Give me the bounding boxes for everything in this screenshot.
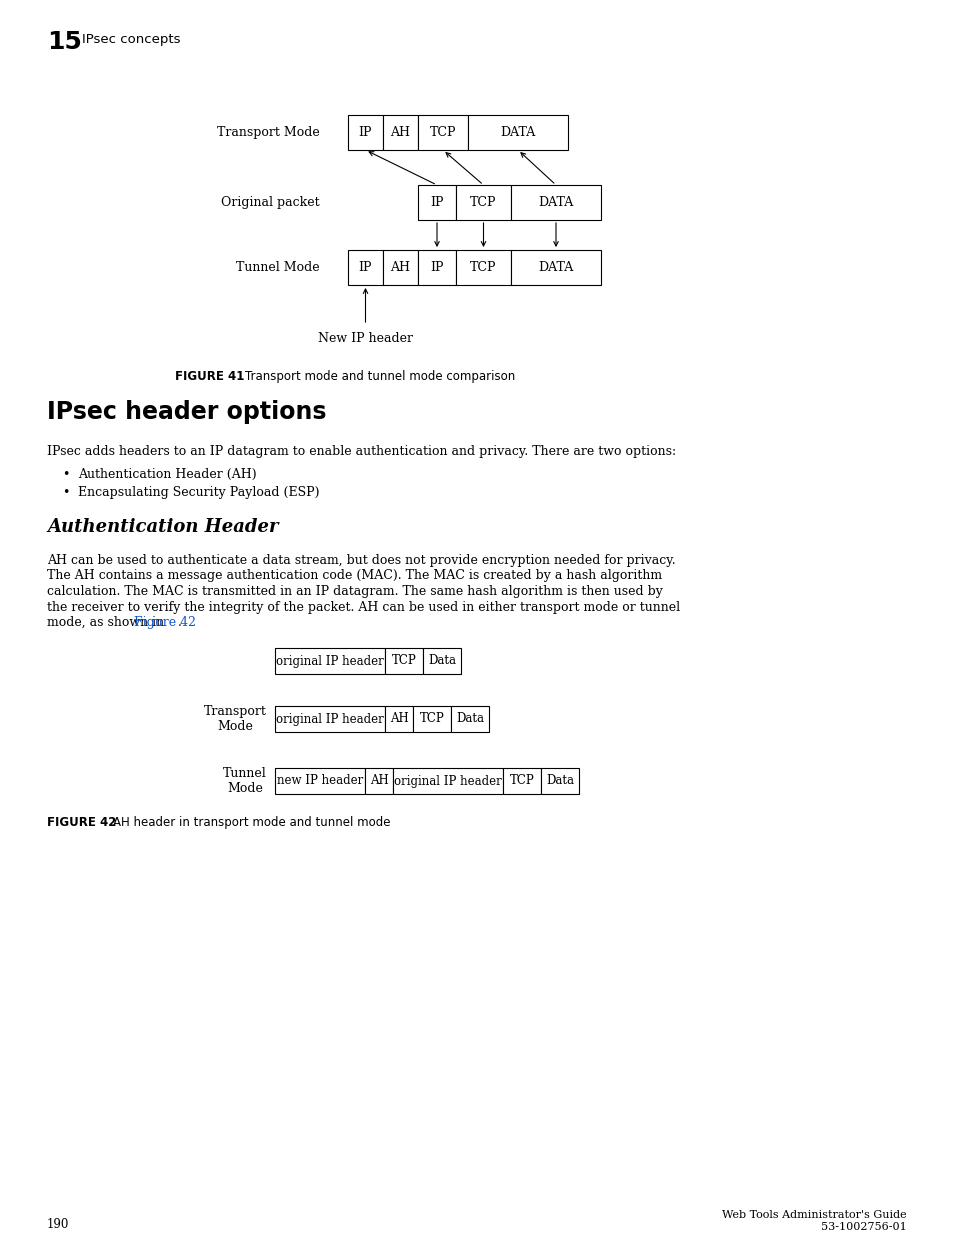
Text: new IP header: new IP header [276,774,363,788]
Bar [417,115,468,149]
Bar [365,768,393,794]
Text: AH can be used to authenticate a data stream, but does not provide encryption ne: AH can be used to authenticate a data st… [47,555,675,567]
Text: IPsec concepts: IPsec concepts [82,33,180,46]
Bar [502,768,540,794]
Text: calculation. The MAC is transmitted in an IP datagram. The same hash algorithm i: calculation. The MAC is transmitted in a… [47,585,662,598]
Bar [511,185,600,220]
Bar [274,648,385,674]
Text: Data: Data [428,655,456,667]
Text: FIGURE 41: FIGURE 41 [174,370,244,383]
Bar [422,648,460,674]
Text: 53-1002756-01: 53-1002756-01 [821,1221,906,1233]
Bar [382,115,417,149]
Text: TCP: TCP [509,774,534,788]
Text: IP: IP [430,261,443,274]
Text: IPsec header options: IPsec header options [47,400,326,424]
Text: Web Tools Administrator's Guide: Web Tools Administrator's Guide [721,1210,906,1220]
Text: TCP: TCP [429,126,456,140]
Text: 15: 15 [47,30,82,54]
Text: IP: IP [358,126,372,140]
Text: .: . [178,616,182,629]
Text: •: • [62,468,70,480]
Bar [413,706,451,732]
Text: TCP: TCP [470,196,497,209]
Bar [274,768,365,794]
Text: Figure 42: Figure 42 [134,616,196,629]
Text: Data: Data [456,713,483,725]
Text: IP: IP [358,261,372,274]
Text: original IP header: original IP header [275,655,383,667]
Text: •: • [62,487,70,499]
Text: FIGURE 42: FIGURE 42 [47,816,116,829]
Text: Tunnel Mode: Tunnel Mode [236,261,319,274]
Text: AH: AH [369,774,388,788]
Bar [456,249,511,285]
Text: Encapsulating Security Payload (ESP): Encapsulating Security Payload (ESP) [78,487,319,499]
Text: IPsec adds headers to an IP datagram to enable authentication and privacy. There: IPsec adds headers to an IP datagram to … [47,445,676,458]
Bar [393,768,502,794]
Text: Tunnel
Mode: Tunnel Mode [223,767,267,795]
Text: AH: AH [389,713,408,725]
Text: Transport Mode: Transport Mode [217,126,319,140]
Text: AH header in transport mode and tunnel mode: AH header in transport mode and tunnel m… [112,816,390,829]
Bar [511,249,600,285]
Bar [348,249,382,285]
Bar [451,706,489,732]
Bar [385,648,422,674]
Text: original IP header: original IP header [275,713,383,725]
Bar [417,249,456,285]
Bar [417,185,456,220]
Bar [274,706,385,732]
Text: IP: IP [430,196,443,209]
Text: Authentication Header: Authentication Header [47,517,278,536]
Text: Transport
Mode: Transport Mode [204,705,267,734]
Text: Transport mode and tunnel mode comparison: Transport mode and tunnel mode compariso… [245,370,515,383]
Text: original IP header: original IP header [394,774,501,788]
Text: New IP header: New IP header [317,332,413,345]
Bar [456,185,511,220]
Text: AH: AH [390,261,410,274]
Bar [540,768,578,794]
Text: AH: AH [390,126,410,140]
Text: mode, as shown in: mode, as shown in [47,616,168,629]
Text: TCP: TCP [470,261,497,274]
Bar [348,115,382,149]
Text: The AH contains a message authentication code (MAC). The MAC is created by a has: The AH contains a message authentication… [47,569,661,583]
Text: 190: 190 [47,1218,70,1231]
Text: the receiver to verify the integrity of the packet. AH can be used in either tra: the receiver to verify the integrity of … [47,600,679,614]
Text: DATA: DATA [537,196,573,209]
Text: DATA: DATA [537,261,573,274]
Text: Data: Data [545,774,574,788]
Bar [382,249,417,285]
Text: TCP: TCP [419,713,444,725]
Bar [385,706,413,732]
Bar [468,115,567,149]
Text: DATA: DATA [500,126,535,140]
Text: TCP: TCP [392,655,416,667]
Text: Original packet: Original packet [221,196,319,209]
Text: Authentication Header (AH): Authentication Header (AH) [78,468,256,480]
